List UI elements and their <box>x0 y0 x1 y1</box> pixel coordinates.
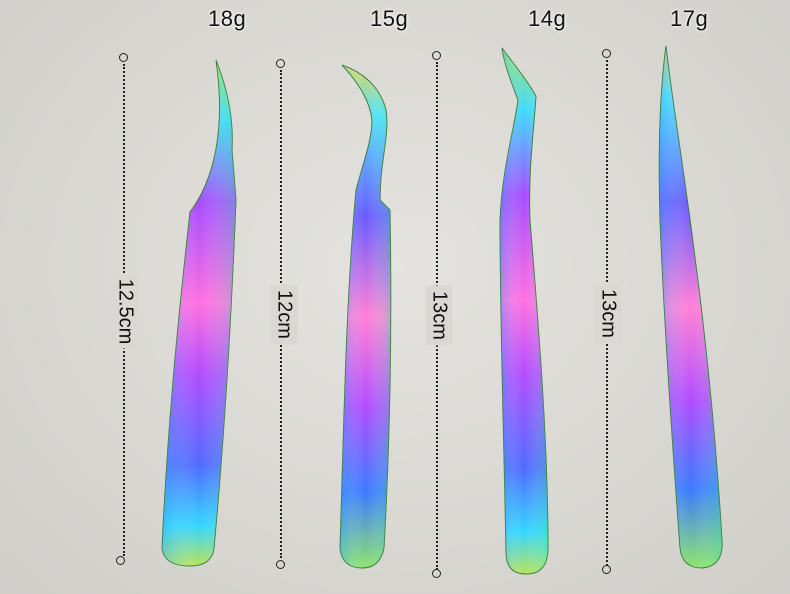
measure-end-marker-1 <box>116 556 125 565</box>
length-label-2: 12cm <box>270 284 298 345</box>
tweezer-3 <box>499 47 549 575</box>
measure-end-marker-3 <box>432 569 441 578</box>
measure-end-marker-2 <box>276 560 285 569</box>
weight-label-4: 17g <box>670 6 709 31</box>
weight-label-3: 14g <box>528 6 567 31</box>
measure-start-marker-2 <box>276 59 285 68</box>
measure-start-marker-4 <box>602 49 611 58</box>
length-label-1: 12.5cm <box>111 274 139 349</box>
weight-label-2: 15g <box>370 6 409 31</box>
measure-end-marker-4 <box>602 565 611 574</box>
weight-label-1: 18g <box>208 6 247 31</box>
tweezer-2 <box>339 64 392 569</box>
tweezer-1 <box>161 59 237 567</box>
length-label-4: 13cm <box>594 283 622 344</box>
measure-start-marker-1 <box>119 53 128 62</box>
tweezer-4 <box>658 45 723 569</box>
length-label-3: 13cm <box>425 285 453 346</box>
measure-start-marker-3 <box>432 51 441 60</box>
